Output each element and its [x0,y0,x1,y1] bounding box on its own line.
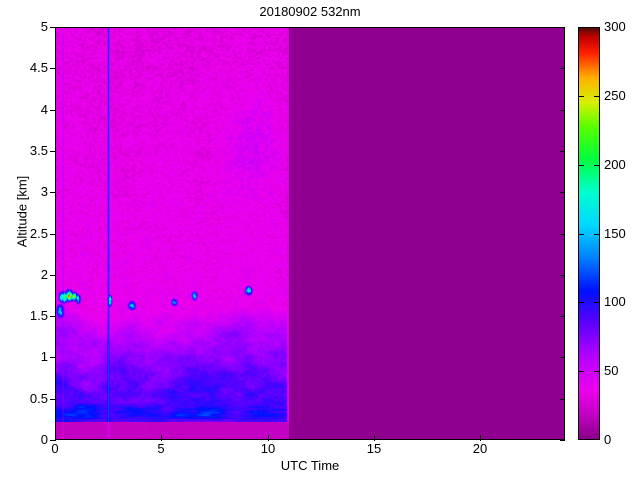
x-axis-tick [161,435,162,441]
y-axis-tick-labels: 0 0.5 1 1.5 2 2.5 3 3.5 4 4.5 5 [0,0,48,480]
x-axis-tick [374,435,375,441]
y-axis-tick [50,192,56,193]
colorbar-tick-label: 100 [604,294,626,309]
colorbar-tick [579,234,584,235]
y-axis-tick [560,440,565,441]
y-axis-tick-label: 2 [40,267,48,282]
y-axis-tick-label: 3 [40,184,48,199]
colorbar-canvas [579,28,599,439]
y-axis-tick-label: 0 [40,432,48,447]
y-axis-tick-label: 2.5 [29,226,48,241]
y-axis-tick [50,440,56,441]
y-axis-tick [560,110,565,111]
y-axis-tick [560,192,565,193]
y-axis-tick [560,275,565,276]
y-axis-tick-label: 1 [40,349,48,364]
y-axis-tick-label: 0.5 [29,391,48,406]
x-axis-tick [480,435,481,441]
colorbar-tick [594,165,599,166]
y-axis-tick [560,399,565,400]
x-axis-tick-label: 0 [51,441,59,456]
y-axis-tick [50,27,56,28]
colorbar-tick-label: 0 [604,432,612,447]
y-axis-tick [560,316,565,317]
colorbar-tick [579,302,584,303]
y-axis-title: Altitude [km] [14,175,30,248]
y-axis-tick [50,151,56,152]
colorbar-tick [594,302,599,303]
x-axis-tick [55,435,56,441]
x-axis-tick-label: 5 [157,441,165,456]
colorbar-tick [579,371,584,372]
y-axis-tick-label: 4 [40,102,48,117]
y-axis-tick-label: 1.5 [29,308,48,323]
y-axis-tick [560,27,565,28]
y-axis-tick-label: 3.5 [29,143,48,158]
y-axis-tick [560,234,565,235]
colorbar-tick [594,371,599,372]
y-axis-tick [560,68,565,69]
colorbar-tick-label: 250 [604,88,626,103]
colorbar-tick-label: 50 [604,363,619,378]
x-axis-tick-label: 20 [472,441,488,456]
colorbar-tick [579,165,584,166]
heatmap-canvas [56,28,564,439]
y-axis-tick-label: 5 [40,19,48,34]
y-axis-tick [50,399,56,400]
colorbar-tick [594,234,599,235]
colorbar-tick-label: 300 [604,19,626,34]
y-axis-tick [50,316,56,317]
y-axis-tick [50,234,56,235]
colorbar-tick-label: 200 [604,157,626,172]
y-axis-tick [50,110,56,111]
x-axis-title: UTC Time [280,458,340,473]
y-axis-tick [560,357,565,358]
x-axis-tick-label: 15 [366,441,382,456]
y-axis-tick-label: 4.5 [29,60,48,75]
x-axis-tick-label: 10 [260,441,276,456]
y-axis-tick [560,151,565,152]
colorbar-tick [579,96,584,97]
y-axis-tick [50,275,56,276]
y-axis-tick [50,357,56,358]
colorbar-tick-label: 150 [604,226,626,241]
y-axis-tick [50,68,56,69]
heatmap-axes [55,27,565,440]
colorbar-tick [594,96,599,97]
x-axis-tick [268,435,269,441]
colorbar [578,27,600,440]
page-title: 20180902 532nm [259,4,361,19]
